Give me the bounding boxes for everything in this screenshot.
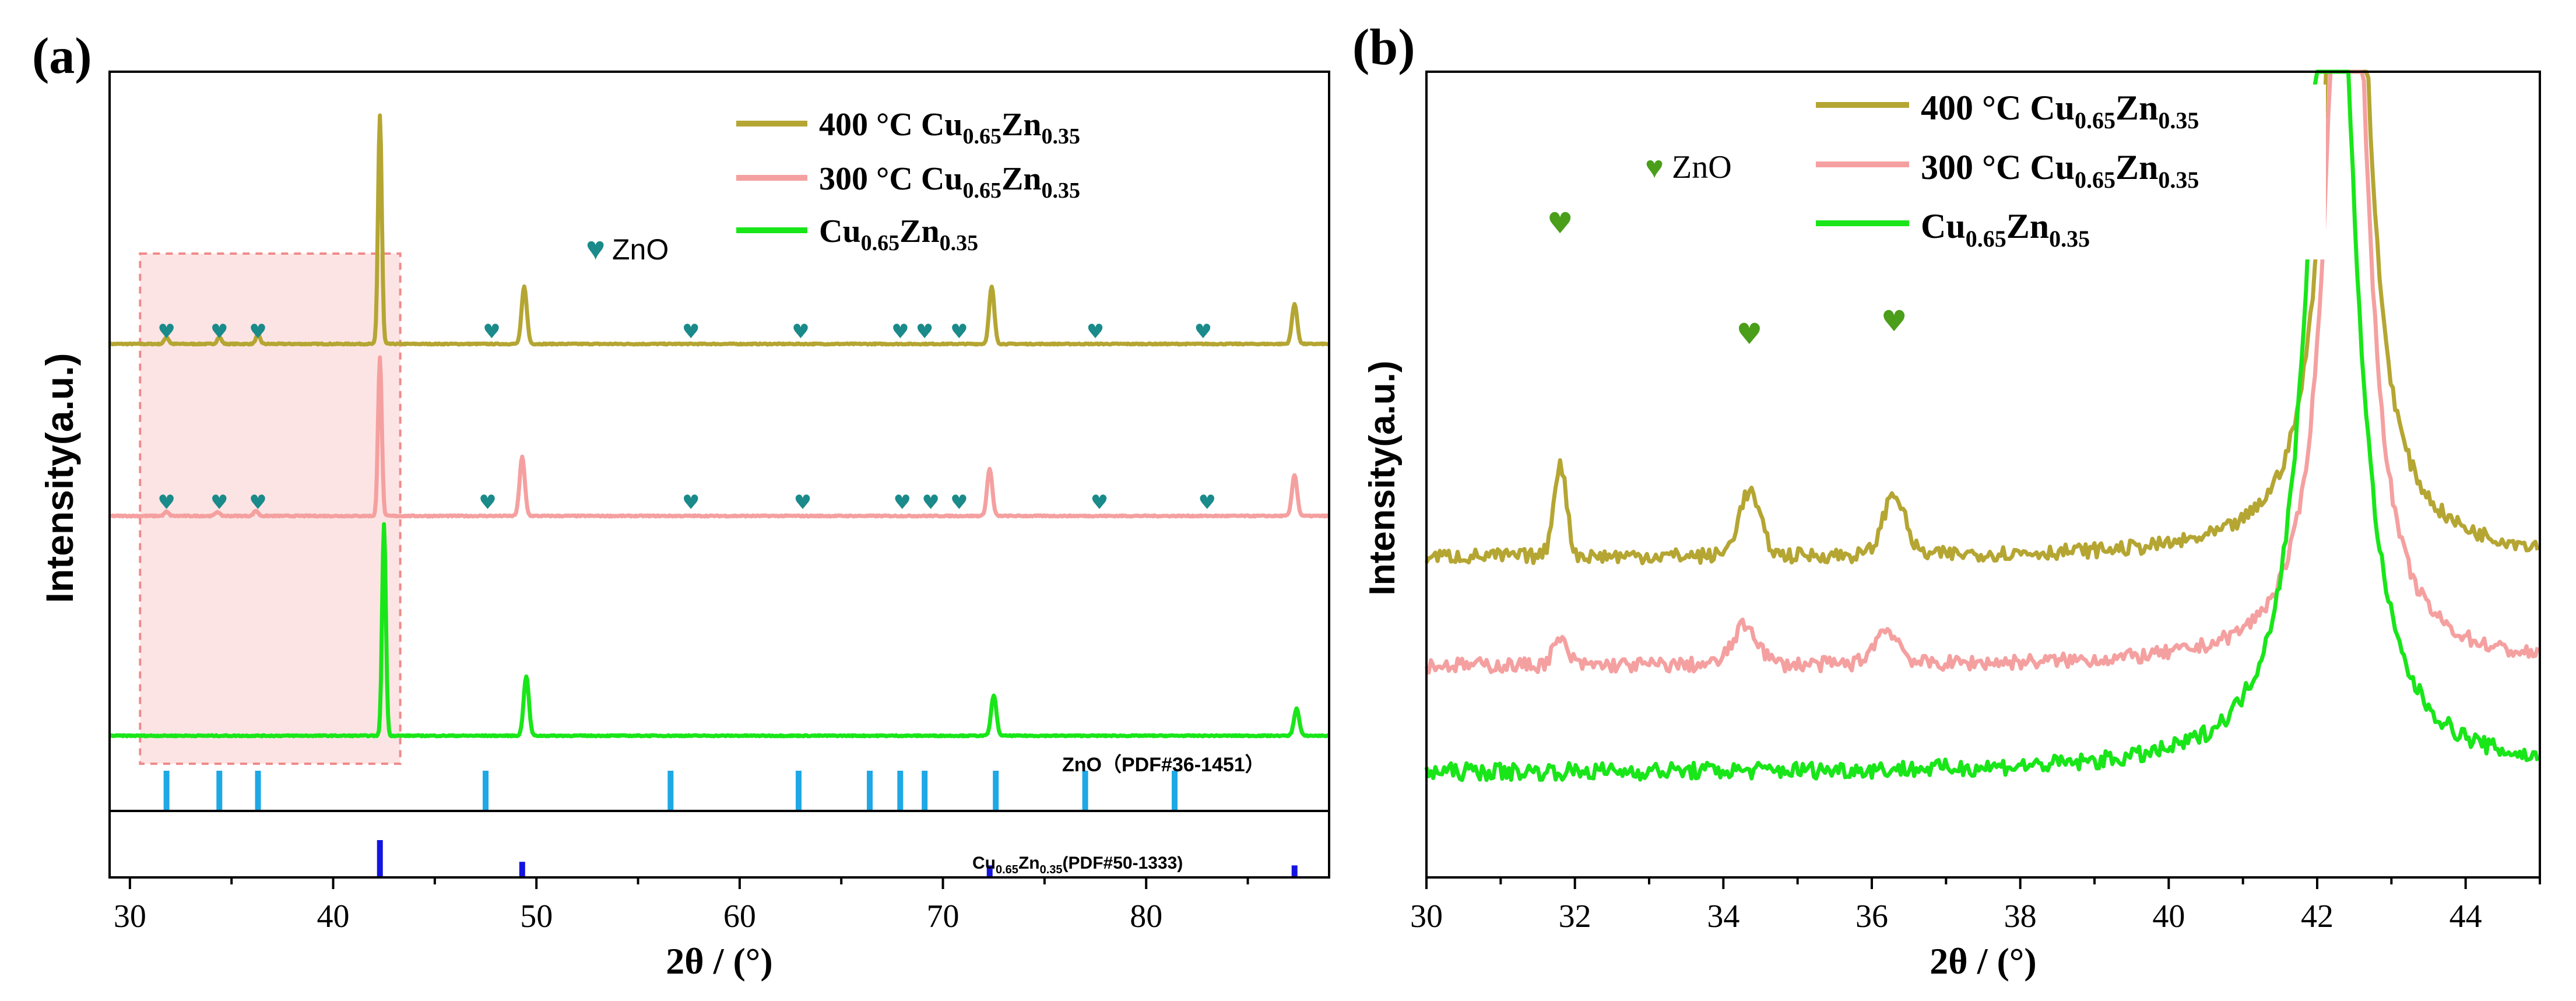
x-tick-label: 30 xyxy=(114,898,146,935)
zno-marker-300: ♥ xyxy=(894,491,911,514)
x-tick-label: 40 xyxy=(317,898,350,935)
zno-marker-400: ♥ xyxy=(916,320,933,343)
x-tick-label: 50 xyxy=(520,898,553,935)
legend-background xyxy=(1813,85,2326,259)
highlight-region xyxy=(139,252,402,765)
zno-marker-300: ♥ xyxy=(950,491,968,514)
reference-zno-label: ZnO（PDF#36-1451） xyxy=(1062,753,1265,776)
zno-marker-300: ♥ xyxy=(682,491,700,514)
zno-marker-400: ♥ xyxy=(157,320,175,343)
zno-marker-300: ♥ xyxy=(210,491,228,514)
panel-b-x-ticks: 30 32 34 36 38 40 42 44 xyxy=(1410,877,2541,935)
zno-marker-label: ZnO xyxy=(612,233,669,266)
zno-marker-300: ♥ xyxy=(1199,491,1216,514)
x-tick-label: 36 xyxy=(1855,898,1888,935)
panel-a-x-axis-label: 2θ / (°) xyxy=(666,940,772,982)
series-as-prepared xyxy=(1424,69,2540,782)
zno-marker-legend: ♥ ZnO xyxy=(586,230,669,266)
x-tick-label: 34 xyxy=(1707,898,1739,935)
legend-entry-300: 300 °C Cu0.65Zn0.35 xyxy=(1921,148,2199,193)
zno-marker-b: ♥ xyxy=(1881,304,1907,338)
zno-marker-legend-b: ♥ ZnO xyxy=(1645,149,1732,185)
zno-marker-400: ♥ xyxy=(483,320,500,343)
x-tick-label: 70 xyxy=(927,898,960,935)
reference-cuzn-label: Cu0.65Zn0.35(PDF#50-1333) xyxy=(972,854,1183,876)
x-tick-label: 38 xyxy=(2004,898,2037,935)
panel-a-legend: 400 °C Cu0.65Zn0.35 300 °C Cu0.65Zn0.35 … xyxy=(736,107,1080,255)
x-tick-label: 80 xyxy=(1130,898,1162,935)
panel-b: (b) ♥ ♥ ♥ 30 32 34 36 38 40 42 44 2θ / (°) Intens… xyxy=(1352,19,2541,982)
x-tick-label: 40 xyxy=(2152,898,2185,935)
x-tick-label: 42 xyxy=(2301,898,2333,935)
zno-marker-300: ♥ xyxy=(249,491,266,514)
zno-marker-300: ♥ xyxy=(922,491,939,514)
x-tick-label: 60 xyxy=(723,898,756,935)
heart-icon: ♥ xyxy=(1645,150,1664,185)
x-tick-label: 30 xyxy=(1410,898,1443,935)
panel-b-label: (b) xyxy=(1352,19,1415,76)
zno-marker-400: ♥ xyxy=(950,320,968,343)
series-300C xyxy=(108,355,1330,519)
zno-marker-400: ♥ xyxy=(1087,320,1104,343)
legend-entry-400: 400 °C Cu0.65Zn0.35 xyxy=(1921,89,2199,134)
series-as-prepared xyxy=(108,522,1330,739)
zno-marker-b: ♥ xyxy=(1736,317,1762,351)
legend-entry-400: 400 °C Cu0.65Zn0.35 xyxy=(819,107,1080,149)
zno-marker-400: ♥ xyxy=(249,320,266,343)
panel-a-y-axis-label: Intensity(a.u.) xyxy=(38,353,81,603)
heart-icon: ♥ xyxy=(586,230,605,266)
panel-b-frame xyxy=(1425,71,2541,879)
panel-a-x-ticks: 30 40 50 60 70 80 xyxy=(114,877,1249,935)
panel-a-frame xyxy=(108,71,1330,879)
zno-marker-300: ♥ xyxy=(1091,491,1108,514)
panel-a-label: (a) xyxy=(32,28,92,85)
panel-a-plot-area: ♥ ♥ ♥ ♥ ♥ ♥ ♥ ♥ ♥ ♥ ♥ ♥ ♥ ♥ ♥ ♥ ♥ ♥ ♥ ♥ ♥ ♥ xyxy=(108,113,1330,876)
x-tick-label: 44 xyxy=(2450,898,2482,935)
series-400C xyxy=(108,113,1330,347)
panel-b-x-axis-label: 2θ / (°) xyxy=(1930,940,2036,982)
x-tick-label: 32 xyxy=(1559,898,1591,935)
zno-marker-300: ♥ xyxy=(157,491,175,514)
zno-marker-400: ♥ xyxy=(891,320,909,343)
zno-marker-400: ♥ xyxy=(682,320,700,343)
legend-entry-asprepared: Cu0.65Zn0.35 xyxy=(1921,207,2090,252)
legend-entry-300: 300 °C Cu0.65Zn0.35 xyxy=(819,161,1080,203)
zno-marker-label-b: ZnO xyxy=(1672,149,1732,185)
zno-marker-400: ♥ xyxy=(210,320,228,343)
zno-marker-300: ♥ xyxy=(794,491,811,514)
zno-marker-400: ♥ xyxy=(792,320,809,343)
panel-b-legend: 400 °C Cu0.65Zn0.35 300 °C Cu0.65Zn0.35 … xyxy=(1813,85,2326,259)
zno-marker-b: ♥ xyxy=(1547,206,1573,240)
zno-marker-400: ♥ xyxy=(1194,320,1212,343)
legend-entry-asprepared: Cu0.65Zn0.35 xyxy=(819,213,978,255)
panel-b-y-axis-label: Intensity(a.u.) xyxy=(1362,360,1403,595)
zno-marker-300: ♥ xyxy=(479,491,496,514)
panel-a: (a) ♥ ♥ ♥ ♥ ♥ ♥ ♥ ♥ ♥ ♥ ♥♥ ♥ ♥ ♥ ♥ ♥ ♥ ♥ ♥ ♥ ♥ 30 40 50 60 70 80 … xyxy=(32,28,1330,982)
